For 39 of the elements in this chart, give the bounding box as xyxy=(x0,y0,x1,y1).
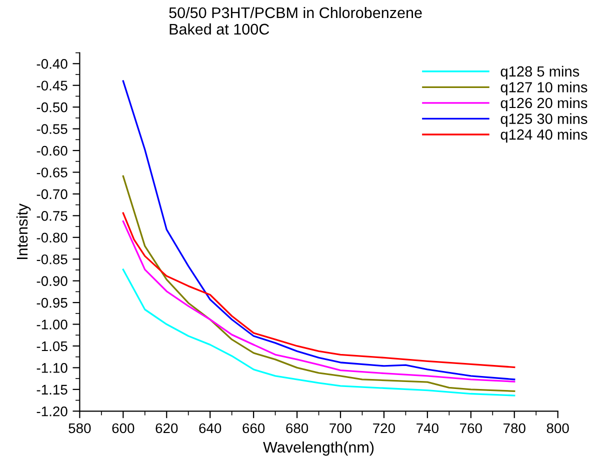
y-tick-label: -0.60 xyxy=(36,146,68,156)
y-tick-label: -0.50 xyxy=(36,102,68,112)
line-series xyxy=(122,175,516,392)
y-tick-label: -1.00 xyxy=(36,320,68,330)
line-series xyxy=(122,268,516,396)
y-axis-title: Intensity xyxy=(16,204,31,259)
x-tick-label: 740 xyxy=(416,423,438,434)
legend-label: q125 30 mins xyxy=(500,113,588,127)
y-tick-label: -1.15 xyxy=(36,384,68,395)
y-tick-label: -1.05 xyxy=(36,341,68,352)
y-tick-label: -0.65 xyxy=(36,168,68,178)
y-tick-label: -0.70 xyxy=(36,189,68,200)
y-tick-label: -0.75 xyxy=(36,211,68,221)
y-tick-label: -1.10 xyxy=(36,363,68,373)
x-tick-label: 720 xyxy=(373,423,396,434)
x-tick-label: 580 xyxy=(68,423,91,434)
legend-label: q127 10 mins xyxy=(500,82,588,96)
chart-title: 50/50 P3HT/PCBM in Chlorobenzene Baked at 100C xyxy=(169,6,422,35)
y-tick-label: -0.90 xyxy=(36,276,68,286)
legend-label: q124 40 mins xyxy=(500,129,588,143)
y-tick-label: -0.85 xyxy=(36,254,68,264)
x-tick-label: 620 xyxy=(156,423,178,434)
y-tick-label: -0.40 xyxy=(36,58,68,69)
x-tick-label: 660 xyxy=(242,423,265,434)
y-tick-label: -0.80 xyxy=(36,232,68,243)
x-tick-label: 780 xyxy=(503,423,526,434)
x-axis-title: Wavelength(nm) xyxy=(263,441,374,456)
x-tick-label: 680 xyxy=(286,423,308,434)
x-tick-label: 700 xyxy=(330,423,352,434)
y-tick-label: -1.20 xyxy=(36,406,68,416)
x-tick-label: 600 xyxy=(112,423,134,434)
x-tick-label: 800 xyxy=(546,423,569,434)
legend-label: q128 5 mins xyxy=(500,66,580,80)
y-tick-label: -0.95 xyxy=(36,298,68,308)
x-tick-label: 760 xyxy=(460,423,482,434)
y-tick-label: -0.45 xyxy=(36,80,68,91)
y-tick-label: -0.55 xyxy=(36,124,68,134)
x-tick-label: 640 xyxy=(199,423,222,434)
legend-label: q126 20 mins xyxy=(500,97,588,112)
